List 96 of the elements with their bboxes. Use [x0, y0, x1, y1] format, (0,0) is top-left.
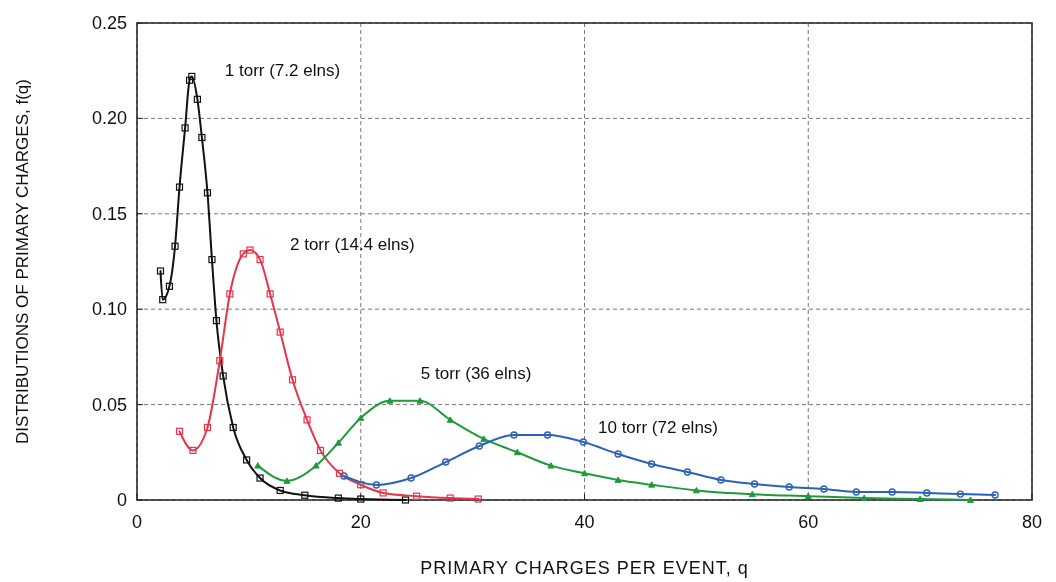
point	[581, 469, 588, 477]
point	[750, 480, 759, 488]
point	[181, 124, 189, 132]
point	[648, 481, 656, 488]
point	[820, 485, 828, 493]
point	[334, 439, 342, 446]
point	[475, 442, 484, 450]
x-tick-label: 40	[574, 512, 595, 532]
point	[357, 481, 365, 489]
point	[312, 462, 320, 469]
point	[923, 489, 931, 497]
point	[229, 423, 237, 432]
series-label: 5 torr (36 elns)	[420, 363, 532, 383]
point	[288, 376, 297, 384]
point	[256, 255, 264, 264]
point	[401, 496, 410, 504]
point	[956, 490, 965, 498]
point	[966, 496, 974, 503]
point	[717, 476, 725, 484]
point	[480, 435, 488, 442]
point	[579, 438, 588, 446]
series-label: 10 torr (72 elns)	[598, 417, 719, 437]
point	[276, 486, 284, 495]
point	[683, 468, 692, 476]
series-label: 1 torr (7.2 elns)	[224, 61, 341, 81]
point	[239, 250, 247, 258]
point	[614, 450, 622, 458]
y-tick-label: 0.20	[91, 108, 127, 129]
point	[547, 462, 555, 469]
point	[692, 486, 700, 494]
point	[888, 488, 896, 496]
x-tick-label: 0	[131, 512, 143, 532]
point	[175, 427, 184, 435]
point	[991, 491, 999, 499]
point	[266, 290, 274, 298]
point	[212, 317, 221, 325]
point	[748, 490, 756, 498]
y-tick-label: 0.10	[91, 299, 127, 320]
point	[203, 189, 212, 197]
point	[442, 458, 450, 466]
point	[357, 414, 365, 421]
x-tick-label: 80	[1021, 512, 1043, 532]
point	[860, 494, 868, 501]
y-tick-label: 0.25	[91, 13, 127, 33]
x-tick-label: 60	[798, 512, 819, 532]
point	[226, 290, 234, 298]
point	[543, 431, 552, 439]
point	[283, 477, 291, 484]
point	[513, 448, 521, 456]
point	[189, 446, 197, 454]
point	[193, 95, 202, 103]
point	[334, 494, 342, 502]
y-tick-label: 0	[116, 490, 127, 510]
point	[316, 446, 325, 454]
point	[303, 416, 311, 424]
point	[614, 476, 622, 483]
y-tick-label: 0.15	[91, 203, 127, 224]
point	[254, 462, 262, 469]
point	[188, 72, 196, 81]
point	[175, 183, 184, 191]
point	[243, 456, 251, 464]
y-tick-label: 0.05	[91, 394, 127, 415]
point	[340, 472, 348, 480]
point	[171, 242, 179, 250]
point	[379, 489, 387, 497]
point	[301, 491, 309, 499]
point	[446, 416, 454, 423]
point	[446, 494, 454, 502]
point	[159, 296, 167, 304]
point	[510, 431, 518, 439]
point	[198, 133, 206, 142]
y-axis-title: DISTRIBUTIONS OF PRIMARY CHARGES, f(q)	[13, 79, 32, 444]
point	[203, 423, 212, 432]
point	[246, 246, 254, 254]
point	[416, 397, 424, 404]
series-label: 2 torr (14.4 elns)	[289, 235, 415, 255]
point	[335, 469, 344, 477]
point	[386, 397, 394, 404]
point	[165, 282, 174, 290]
point	[276, 328, 284, 336]
point	[216, 357, 224, 365]
point	[156, 267, 165, 275]
point	[219, 372, 227, 380]
point	[185, 76, 194, 84]
point	[474, 495, 482, 503]
x-tick-label: 20	[350, 512, 371, 532]
point	[256, 474, 264, 482]
x-axis-title: PRIMARY CHARGES PER EVENT, q	[420, 558, 749, 578]
point	[647, 460, 656, 468]
point	[407, 474, 415, 482]
point	[372, 481, 381, 489]
point	[852, 488, 861, 496]
point	[916, 495, 924, 502]
point	[208, 255, 216, 264]
point	[413, 492, 421, 500]
point	[785, 483, 793, 491]
